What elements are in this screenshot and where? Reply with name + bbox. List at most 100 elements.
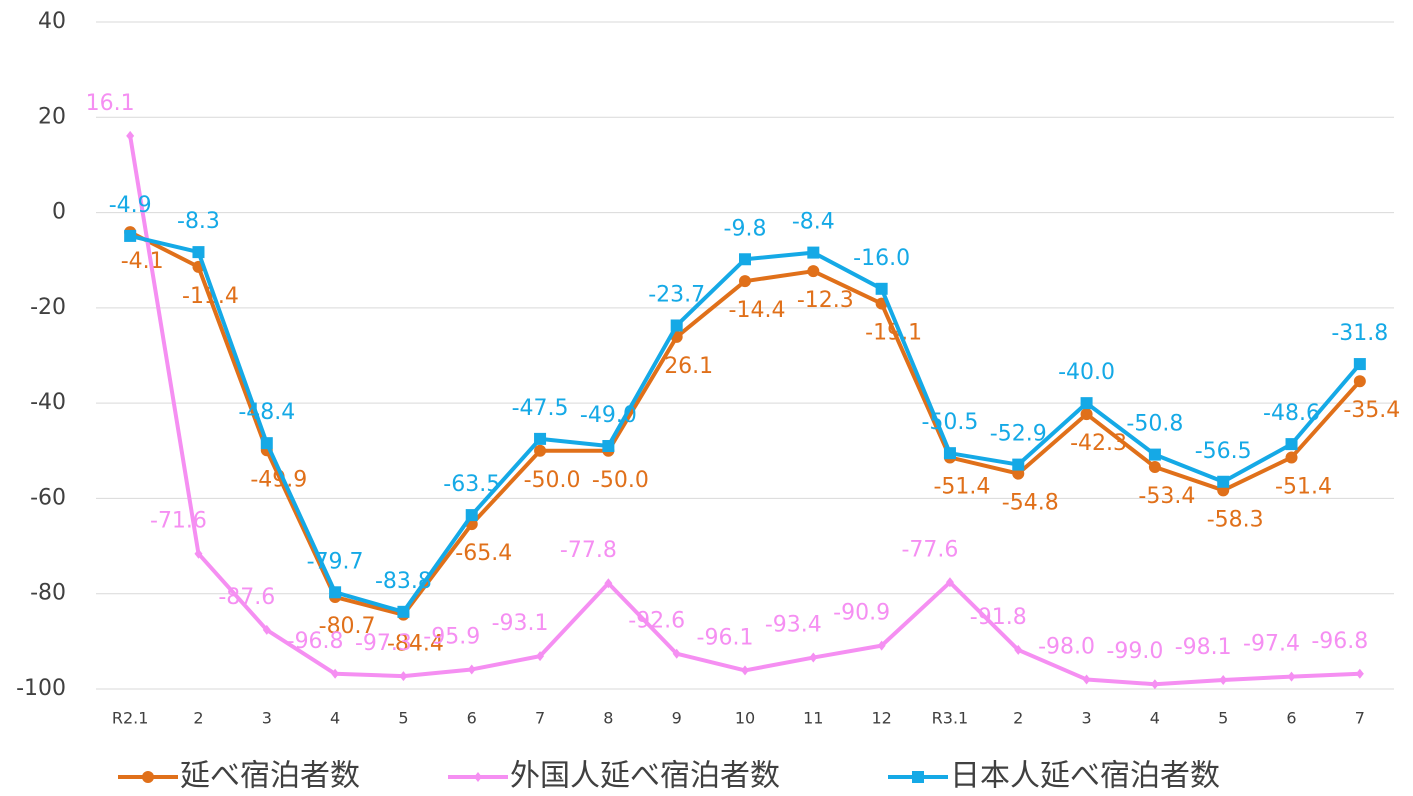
data-label: -93.1	[492, 611, 549, 636]
y-tick-label: -80	[30, 581, 66, 606]
marker	[1014, 644, 1023, 655]
marker	[534, 432, 547, 445]
data-label: -87.6	[218, 585, 275, 610]
marker	[1012, 458, 1025, 471]
x-tick-label: 7	[1355, 709, 1365, 728]
data-label: -35.4	[1343, 398, 1400, 423]
x-tick-label: 11	[803, 709, 823, 728]
marker	[474, 772, 482, 782]
marker	[192, 246, 205, 259]
data-label: -56.5	[1195, 439, 1252, 464]
x-tick-label: 4	[1150, 709, 1160, 728]
data-label: -98.0	[1038, 634, 1095, 659]
marker	[807, 265, 820, 278]
data-label: -49.0	[580, 403, 637, 428]
data-label: -8.4	[792, 210, 835, 235]
marker	[1217, 475, 1230, 488]
x-tick-label: 5	[1218, 709, 1228, 728]
data-label: -71.6	[150, 509, 207, 534]
data-label: -93.4	[765, 613, 822, 638]
marker	[912, 771, 924, 783]
x-tick-label: 9	[672, 709, 682, 728]
marker	[1148, 448, 1161, 461]
marker	[672, 648, 681, 659]
data-label: -48.6	[1263, 401, 1320, 426]
data-label: -80.7	[319, 614, 376, 639]
data-label: -92.6	[628, 609, 685, 634]
data-label: -14.4	[729, 298, 786, 323]
x-tick-label: 6	[467, 709, 477, 728]
data-label: -42.3	[1070, 431, 1127, 456]
marker	[602, 440, 615, 453]
series: -4.1-11.4-49.9-80.7-84.4-65.4-50.0 -50.02…	[121, 226, 1400, 657]
x-tick-label: 12	[871, 709, 891, 728]
marker	[1285, 451, 1298, 464]
data-label: -48.4	[238, 400, 295, 425]
marker	[397, 605, 410, 618]
data-label: -50.0	[592, 468, 649, 493]
data-label: -96.1	[697, 625, 754, 650]
y-tick-label: 0	[52, 200, 66, 225]
marker	[1353, 375, 1366, 388]
legend-item: 外国人延べ宿泊者数	[448, 759, 780, 794]
data-label: -4.9	[109, 193, 152, 218]
data-label: -16.0	[853, 246, 910, 271]
marker	[534, 444, 547, 457]
data-label: -19.1	[865, 321, 922, 346]
x-tick-label: R3.1	[932, 709, 969, 728]
data-label: -99.0	[1106, 639, 1163, 664]
marker	[262, 624, 271, 635]
data-label: -77.6	[901, 537, 958, 562]
y-tick-label: -40	[30, 390, 66, 415]
x-tick-label: 3	[262, 709, 272, 728]
marker	[1150, 679, 1159, 690]
marker	[1285, 438, 1298, 451]
x-tick-label: 4	[330, 709, 340, 728]
marker	[877, 640, 886, 651]
data-label: -83.8	[375, 569, 432, 594]
data-label: -79.7	[307, 549, 364, 574]
data-label: -77.8	[560, 538, 617, 563]
data-label: 26.1	[664, 354, 713, 379]
marker	[875, 282, 888, 295]
marker	[943, 447, 956, 460]
marker	[331, 668, 340, 679]
marker	[741, 665, 749, 676]
data-label: -31.8	[1331, 321, 1388, 346]
marker	[467, 664, 476, 675]
data-label: -50.8	[1126, 412, 1183, 437]
x-tick-label: 2	[1013, 709, 1023, 728]
data-label: -63.5	[443, 472, 500, 497]
marker	[1082, 674, 1091, 685]
marker	[739, 275, 751, 288]
marker	[260, 437, 273, 450]
marker	[1287, 671, 1296, 682]
data-label: -65.4	[455, 541, 512, 566]
marker	[142, 771, 154, 783]
data-label: -23.7	[648, 282, 705, 307]
data-label: -97.4	[1243, 632, 1300, 657]
x-tick-label: 2	[193, 709, 203, 728]
marker	[1012, 467, 1025, 480]
data-label: -12.3	[797, 288, 854, 313]
data-label: -8.3	[177, 209, 220, 234]
y-tick-label: -100	[16, 676, 66, 701]
legend-label: 日本人延べ宿泊者数	[950, 759, 1220, 794]
data-label: -51.4	[933, 474, 990, 499]
x-tick-label: 6	[1286, 709, 1296, 728]
data-label: -50.0	[524, 468, 581, 493]
y-tick-label: -60	[30, 485, 66, 510]
data-label: -96.8	[1311, 629, 1368, 654]
marker	[1353, 358, 1366, 371]
data-label: -54.8	[1002, 491, 1059, 516]
x-tick-label: 7	[535, 709, 545, 728]
legend-item: 延べ宿泊者数	[118, 759, 360, 794]
marker	[1080, 397, 1093, 410]
marker	[809, 652, 818, 663]
data-label: -40.0	[1058, 360, 1115, 385]
x-tick-label: 8	[603, 709, 613, 728]
data-label: -58.3	[1207, 507, 1264, 532]
data-label: -53.4	[1138, 484, 1195, 509]
x-tick-label: R2.1	[112, 709, 149, 728]
